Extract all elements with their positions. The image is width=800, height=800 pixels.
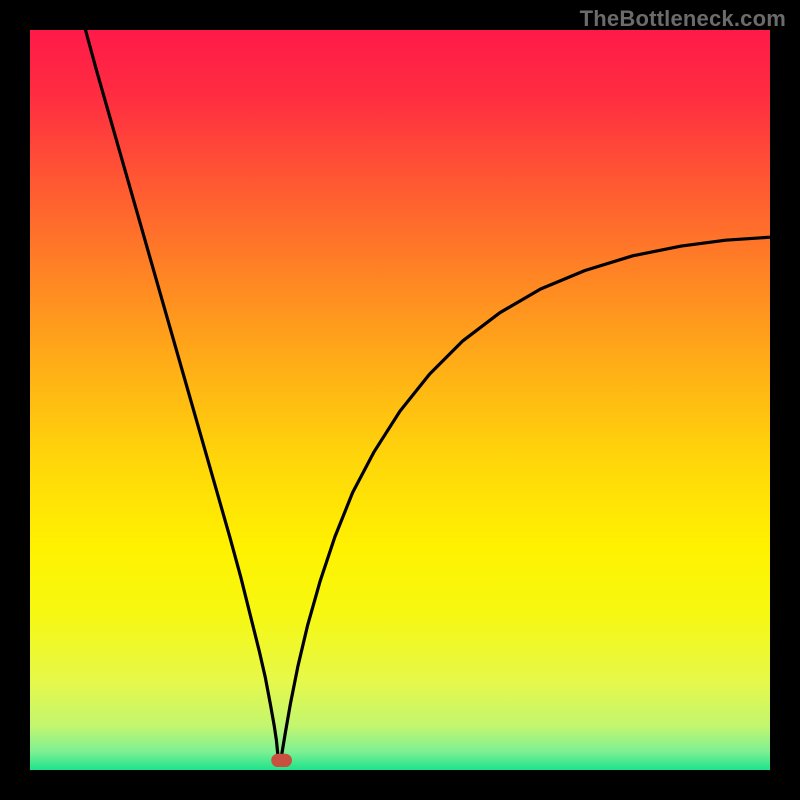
watermark-text: TheBottleneck.com [580, 6, 786, 32]
gradient-background [30, 30, 770, 770]
plot-area [30, 30, 770, 770]
plot-svg [30, 30, 770, 770]
min-marker [271, 754, 292, 767]
chart-frame: TheBottleneck.com [0, 0, 800, 800]
